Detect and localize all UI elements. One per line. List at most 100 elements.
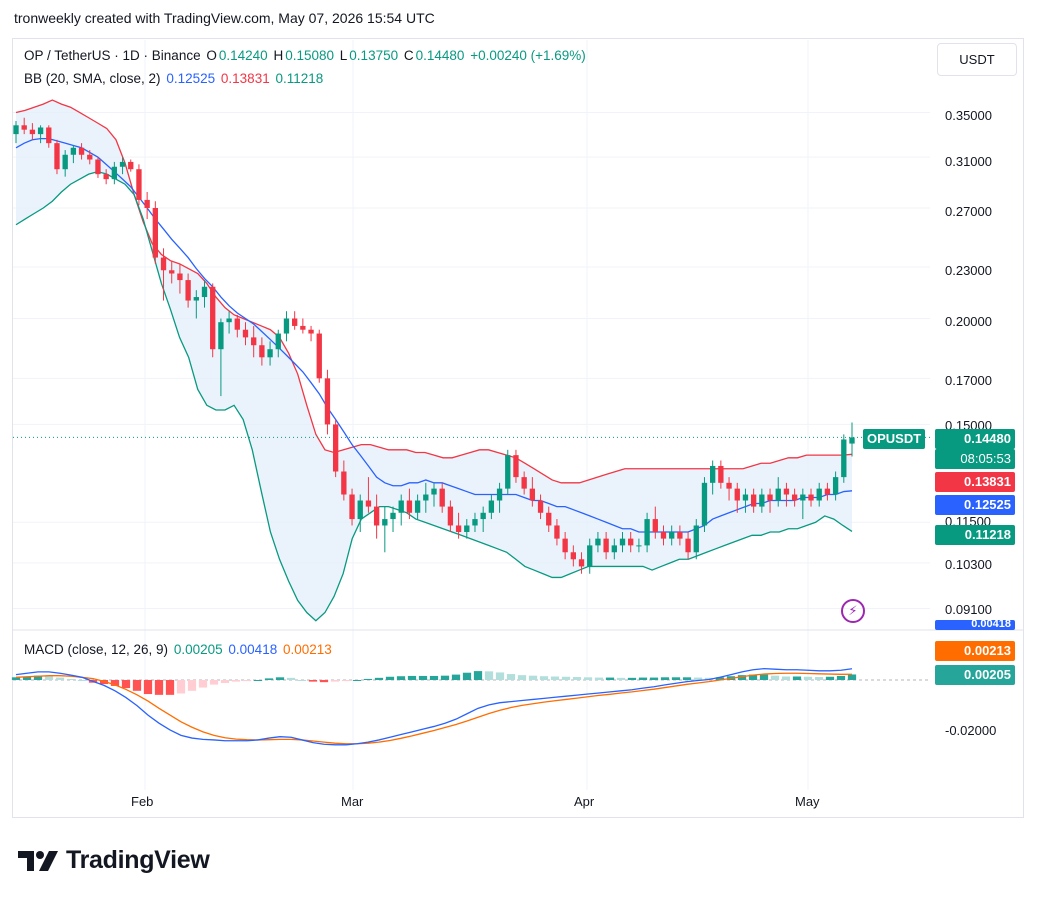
candle <box>152 201 158 264</box>
macd-histogram-bar <box>22 676 32 680</box>
candle <box>783 482 790 507</box>
candle <box>259 337 265 366</box>
currency-unit-button[interactable]: USDT <box>937 43 1017 76</box>
candle-body <box>710 465 716 483</box>
candle <box>546 506 552 532</box>
candle-body <box>521 477 527 489</box>
candle-body <box>742 494 749 501</box>
attribution-text: tronweekly created with TradingView.com,… <box>14 10 435 26</box>
candle-body <box>693 525 699 553</box>
legend-symbol[interactable]: OP / TetherUS · 1D · Binance <box>24 48 201 63</box>
candle <box>554 519 560 546</box>
candle <box>603 531 609 560</box>
candle <box>496 482 503 513</box>
candle <box>464 519 470 539</box>
candle-body <box>677 531 683 539</box>
candle <box>218 318 224 397</box>
candle-body <box>152 208 158 258</box>
macd-histogram-bar <box>143 680 153 695</box>
candle-body <box>234 318 240 330</box>
lightning-icon[interactable]: ⚡ <box>841 599 865 623</box>
macd-histogram-bar <box>385 676 395 680</box>
candle <box>177 263 183 294</box>
candle <box>226 311 232 334</box>
candle-body <box>251 337 257 346</box>
price-axis-label: 0.35000 <box>945 108 992 123</box>
candle-body <box>685 538 691 553</box>
price-axis-label: 0.20000 <box>945 314 992 329</box>
macd-legend[interactable]: MACD (close, 12, 26, 9) 0.00205 0.00418 … <box>24 642 334 657</box>
macd-signal-line <box>15 672 853 745</box>
candle <box>382 506 388 553</box>
candle <box>283 311 290 342</box>
candle <box>710 460 716 495</box>
grid-lines <box>13 40 930 790</box>
macd-histogram-bar <box>429 675 439 680</box>
candle <box>685 531 691 560</box>
macd-pane <box>11 668 930 746</box>
candle-body <box>587 545 593 567</box>
candle-body <box>791 494 798 501</box>
candle <box>234 314 240 338</box>
candle-body <box>373 506 380 526</box>
chart-frame[interactable] <box>12 38 1024 818</box>
candle <box>341 460 347 501</box>
macd-histogram-bar <box>253 680 263 681</box>
candle-body <box>669 531 675 539</box>
bb-legend[interactable]: BB (20, SMA, close, 2) 0.12525 0.13831 0… <box>24 71 325 86</box>
candle <box>210 283 216 358</box>
candle-body <box>816 488 822 501</box>
macd-histogram-bar <box>440 675 450 680</box>
candle <box>693 519 699 560</box>
candle <box>414 494 421 520</box>
legend-low-value: 0.13750 <box>349 48 399 63</box>
candle <box>480 506 486 532</box>
candle-body <box>292 318 298 326</box>
macd-histogram-bar <box>517 675 527 680</box>
macd-histogram-bar <box>308 680 318 682</box>
candle <box>824 482 831 501</box>
brand-name: TradingView <box>66 846 210 874</box>
candle-body <box>226 318 232 323</box>
candle-body <box>300 325 306 330</box>
macd-histogram-bar <box>462 672 472 680</box>
candle <box>62 150 68 177</box>
candle <box>349 488 355 526</box>
candle-body <box>570 552 576 560</box>
candle-body <box>652 519 658 532</box>
macd-histogram-bar <box>396 676 406 680</box>
candle-body <box>177 273 183 281</box>
candle <box>37 125 44 144</box>
candle-body <box>13 125 19 135</box>
x-axis-label-apr: Apr <box>574 794 595 809</box>
candle <box>775 477 781 507</box>
candle <box>201 280 208 308</box>
candle <box>677 525 683 546</box>
macd-histogram-bar <box>649 677 659 680</box>
candle <box>29 123 36 140</box>
candle <box>578 552 585 574</box>
bb-band-fill <box>16 100 852 621</box>
candle <box>660 525 667 546</box>
candle-body <box>603 538 609 553</box>
candle-body <box>447 506 454 526</box>
candle <box>439 482 445 513</box>
candle-body <box>472 519 478 526</box>
candle <box>398 494 404 526</box>
candle-body <box>750 494 757 507</box>
candle-body <box>414 500 421 513</box>
candle <box>750 488 757 513</box>
candle <box>488 494 495 520</box>
macd-histogram-bar <box>825 676 835 680</box>
candle-body <box>332 424 339 472</box>
macd-histogram-bar <box>374 677 384 680</box>
candle <box>136 164 142 206</box>
macd-histogram-bar <box>638 677 648 680</box>
macd-histogram-bar <box>484 671 494 680</box>
candle-body <box>62 154 68 170</box>
candle <box>537 494 544 520</box>
tradingview-logo[interactable]: TradingView <box>18 846 210 875</box>
macd-histogram-bar <box>154 680 164 695</box>
candle-body <box>636 545 642 547</box>
